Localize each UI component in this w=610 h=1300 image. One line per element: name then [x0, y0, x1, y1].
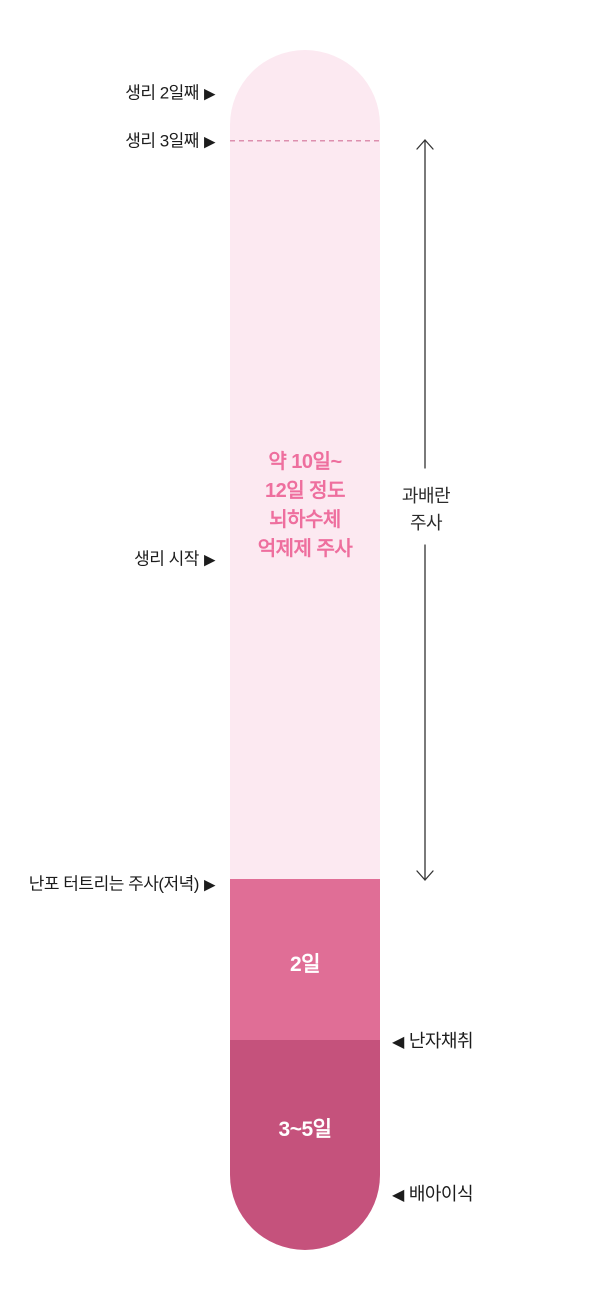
phase-culture-segment	[230, 1040, 380, 1250]
phase-suppression-segment	[230, 50, 380, 879]
triangle-right-icon: ▶	[203, 84, 216, 103]
arrowhead-down-icon	[416, 870, 434, 881]
label-embryo-transfer: ◀ 배아이식	[392, 1180, 474, 1206]
phase1-label-line: 뇌하수체	[269, 509, 341, 531]
label-egg-retrieval-text: 난자채취	[408, 1031, 474, 1051]
phase1-label-line: 12일 정도	[264, 480, 346, 502]
range-arrow-label-line: 주사	[409, 513, 443, 533]
phase2-label: 2일	[290, 953, 321, 976]
timeline-pill	[230, 50, 380, 1250]
label-menstruation-day3: 생리 3일째 ▶	[125, 127, 215, 152]
label-menstruation-day2-text: 생리 2일째	[125, 83, 199, 103]
day3-dashed-line	[230, 140, 380, 142]
phase1-label-line: 약 10일~	[268, 451, 342, 473]
triangle-right-icon: ▶	[203, 875, 216, 894]
label-menstruation-start: 생리 시작 ▶	[134, 545, 215, 570]
triangle-right-icon: ▶	[203, 550, 216, 569]
triangle-right-icon: ▶	[203, 132, 216, 151]
label-embryo-transfer-text: 배아이식	[408, 1184, 474, 1204]
label-trigger-shot-text: 난포 터트리는 주사(저녁)	[28, 874, 200, 894]
label-trigger-shot: 난포 터트리는 주사(저녁) ▶	[28, 870, 216, 895]
range-arrow-label-line: 과배란	[401, 486, 451, 506]
phase3-label: 3~5일	[278, 1118, 332, 1141]
label-egg-retrieval: ◀ 난자채취	[392, 1027, 474, 1053]
triangle-left-icon: ◀	[392, 1032, 404, 1051]
range-arrow-label: 과배란 주사	[395, 483, 457, 537]
label-menstruation-day2: 생리 2일째 ▶	[125, 79, 215, 104]
range-arrow	[416, 139, 434, 881]
triangle-left-icon: ◀	[392, 1185, 404, 1204]
phase1-label-line: 억제제 주사	[257, 538, 353, 560]
phase1-label: 약 10일~ 12일 정도 뇌하수체 억제제 주사	[230, 448, 380, 564]
label-menstruation-day3-text: 생리 3일째	[125, 131, 199, 151]
phase-stimulation-segment	[230, 879, 380, 1040]
label-menstruation-start-text: 생리 시작	[134, 549, 199, 569]
